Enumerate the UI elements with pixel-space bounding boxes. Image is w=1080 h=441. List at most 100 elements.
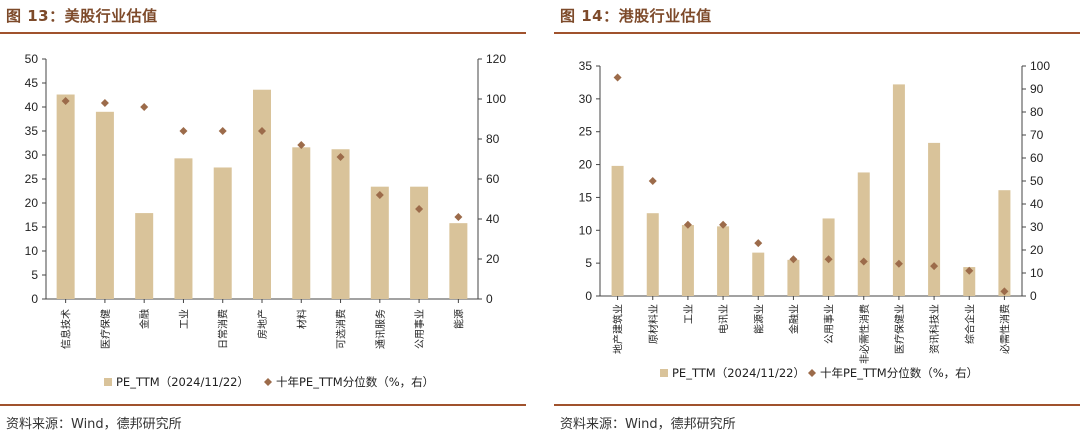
left-tick-label: 10	[579, 223, 593, 237]
left-tick-label: 0	[585, 289, 592, 303]
pe-bar	[646, 213, 659, 296]
pe-bar	[857, 172, 870, 296]
legend-bar-swatch	[104, 378, 112, 386]
left-tick-label: 20	[25, 196, 39, 210]
category-label: 原材料业	[647, 304, 660, 344]
title-rule	[554, 32, 1080, 34]
left-tick-label: 50	[25, 52, 39, 66]
left-tick-label: 25	[25, 172, 39, 186]
category-label: 公用事业	[823, 304, 836, 344]
category-label: 工业	[178, 309, 190, 329]
right-tick-label: 40	[1030, 197, 1044, 211]
right-tick-label: 40	[486, 212, 500, 226]
legend-bar-swatch	[660, 369, 668, 377]
category-label: 房地产	[256, 309, 269, 339]
footer-rule	[0, 404, 526, 406]
legend-bar-label: PE_TTM（2024/11/22）	[116, 375, 249, 389]
left-tick-label: 35	[579, 59, 593, 73]
pe-bar	[998, 190, 1011, 296]
pe-bar	[611, 165, 624, 296]
left-tick-label: 0	[31, 292, 38, 306]
left-tick-label: 35	[25, 124, 39, 138]
legend-diamond-swatch	[264, 378, 272, 386]
legend-bar-label: PE_TTM（2024/11/22）	[672, 366, 805, 380]
right-tick-label: 80	[486, 132, 500, 146]
percentile-marker	[258, 127, 266, 135]
category-label: 非必需性消费	[858, 304, 871, 364]
percentile-marker	[965, 266, 974, 275]
right-tick-label: 60	[1030, 151, 1044, 165]
category-label: 综合企业	[963, 304, 976, 344]
right-tick-label: 70	[1030, 128, 1044, 142]
category-label: 医疗保健业	[893, 304, 906, 354]
legend-diamond-label: 十年PE_TTM分位数（%，右）	[276, 375, 434, 389]
pe-bar	[135, 213, 154, 299]
percentile-marker	[1000, 287, 1009, 296]
legend-diamond-label: 十年PE_TTM分位数（%，右）	[820, 366, 978, 380]
left-tick-label: 15	[579, 190, 593, 204]
category-label: 电讯业	[717, 304, 730, 334]
left-tick-label: 45	[25, 76, 39, 90]
right-tick-label: 20	[486, 252, 500, 266]
category-label: 能源	[452, 309, 465, 329]
percentile-marker	[930, 262, 939, 271]
left-tick-label: 5	[585, 256, 592, 270]
right-tick-label: 80	[1030, 105, 1044, 119]
percentile-marker	[648, 177, 657, 185]
category-label: 金融业	[787, 304, 800, 334]
right-tick-label: 50	[1030, 174, 1044, 188]
pe-bar	[963, 267, 976, 296]
left-tick-label: 40	[25, 100, 39, 114]
right-tick-label: 100	[1030, 59, 1050, 73]
left-tick-label: 20	[579, 158, 593, 172]
percentile-marker	[375, 191, 384, 199]
left-tick-label: 30	[579, 92, 593, 106]
pe-bar	[752, 252, 765, 296]
left-tick-label: 25	[579, 125, 593, 139]
pe-bar	[892, 84, 905, 297]
category-label: 金融	[138, 309, 151, 329]
category-label: 通讯服务	[374, 309, 387, 349]
category-label: 资讯科技业	[928, 304, 941, 354]
category-label: 公用事业	[413, 309, 426, 349]
pe-bar	[213, 167, 232, 299]
pe-bar	[292, 147, 311, 299]
pe-bar	[174, 158, 193, 299]
right-tick-label: 10	[1030, 266, 1044, 280]
category-label: 材料	[295, 309, 308, 329]
right-tick-label: 120	[486, 52, 506, 66]
legend-diamond-swatch	[808, 369, 816, 377]
footer-rule	[554, 404, 1080, 406]
percentile-marker	[297, 141, 306, 149]
percentile-marker	[683, 220, 692, 229]
figure-title: 图 13：美股行业估值	[6, 7, 158, 25]
percentile-marker	[824, 255, 833, 264]
source-note: 资料来源：Wind，德邦研究所	[6, 417, 182, 432]
category-label: 能源业	[752, 304, 765, 334]
percentile-marker	[454, 213, 463, 221]
percentile-marker	[179, 127, 188, 135]
percentile-marker	[61, 97, 70, 105]
right-tick-label: 60	[486, 172, 500, 186]
category-label: 日常消费	[217, 309, 230, 349]
figure-14-panel: 图 14：港股行业估值 0 5 10 15 20 25 30 35 0 10 20 30 40 50 60 7…	[554, 0, 1080, 441]
percentile-marker	[415, 205, 424, 213]
percentile-marker	[719, 220, 728, 229]
percentile-marker	[613, 73, 622, 82]
right-tick-label: 100	[486, 92, 506, 106]
percentile-marker	[894, 259, 903, 268]
pe-bar	[787, 259, 800, 296]
pe-bar	[331, 149, 350, 299]
category-label: 工业	[683, 304, 695, 324]
title-rule	[0, 32, 526, 34]
percentile-marker	[336, 153, 345, 161]
left-tick-label: 15	[25, 220, 39, 234]
us-sector-valuation-chart: 0 5 10 15 20 25 30 35 40 45 50 0 20 40 60 80 100 120 信息技术 医…	[25, 52, 507, 389]
left-tick-label: 10	[25, 244, 39, 258]
pe-bar	[681, 225, 694, 296]
category-label: 地产建筑业	[612, 304, 625, 354]
pe-bar	[928, 142, 941, 296]
pe-bar	[717, 226, 730, 296]
left-tick-label: 30	[25, 148, 39, 162]
pe-bar	[95, 111, 114, 299]
